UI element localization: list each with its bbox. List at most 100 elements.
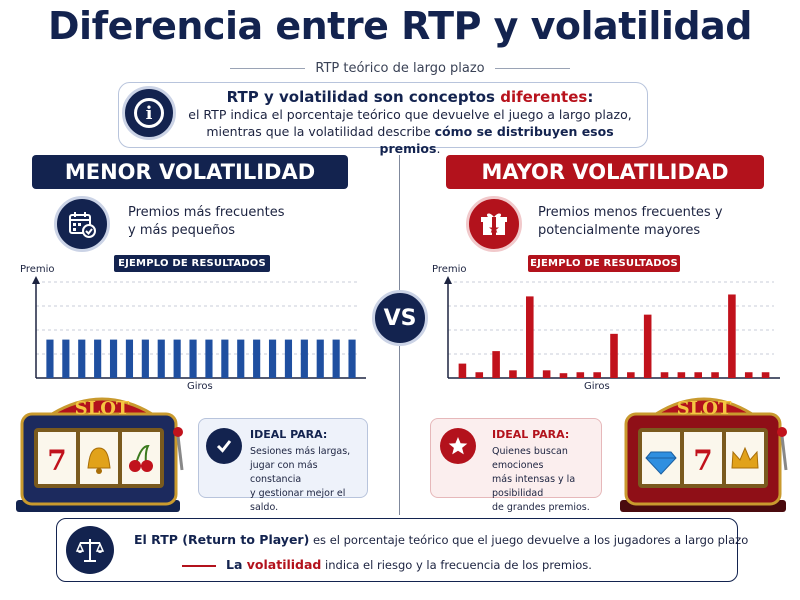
- info-box: [118, 82, 648, 148]
- low-chart-bar: [78, 339, 86, 378]
- low-volatility-chart: [32, 276, 366, 379]
- high-example-label: EJEMPLO DE RESULTADOS: [528, 255, 680, 272]
- high-volatility-banner: MAYOR VOLATILIDAD: [446, 155, 764, 189]
- high-feature-line-2: potencialmente mayores: [538, 223, 701, 238]
- slot-machine-right: SLOT 7: [620, 397, 788, 512]
- high-chart-bar: [492, 351, 500, 378]
- high-chart-bar: [610, 333, 618, 378]
- cherry-icon: [129, 444, 153, 472]
- low-ideal-line-2: jugar con más constancia: [250, 460, 318, 485]
- low-ideal-text: Sesiones más largas, jugar con más const…: [250, 445, 364, 515]
- slot-machine-left: SLOT 7: [16, 397, 184, 512]
- low-feature-text: Premios más frecuentes y más pequeños: [128, 204, 328, 240]
- slot-sign-right: SLOT: [677, 398, 732, 419]
- high-chart-bar: [694, 372, 702, 378]
- info-line-2-start: mientras que la volatilidad describe: [206, 124, 435, 139]
- high-chart-bar: [660, 372, 669, 378]
- bottom-line-1-rest: es el porcentaje teórico que el juego de…: [309, 533, 749, 547]
- bottom-line-2-bold: volatilidad: [246, 557, 322, 572]
- high-chart-bar: [526, 296, 534, 378]
- low-chart-bar: [189, 339, 197, 378]
- seven-icon: 7: [47, 444, 66, 477]
- low-chart-y-arrow: [32, 276, 40, 284]
- low-chart-bar: [125, 339, 134, 378]
- low-ideal-heading: IDEAL PARA:: [250, 428, 328, 441]
- low-chart-bar: [332, 339, 340, 378]
- subtitle-rule-left: [230, 67, 306, 69]
- slot-sign-left: SLOT: [75, 398, 130, 419]
- low-chart-bar: [109, 339, 118, 378]
- high-chart-bar: [542, 370, 551, 378]
- low-chart-bar: [141, 339, 149, 378]
- low-x-axis-label: Giros: [187, 381, 213, 392]
- high-chart-y-arrow: [444, 276, 452, 284]
- high-ideal-line-3: de grandes premios.: [492, 502, 590, 513]
- low-feature-line-2: y más pequeños: [128, 223, 236, 238]
- high-chart-bar: [576, 372, 585, 378]
- subtitle-row: RTP teórico de largo plazo: [230, 58, 571, 78]
- info-heading: RTP y volatilidad son conceptos diferent…: [180, 88, 640, 106]
- high-x-axis-label: Giros: [584, 381, 610, 392]
- bottom-line-1-bold: El RTP (Return to Player): [134, 532, 310, 547]
- info-line-1: el RTP indica el porcentaje teórico que …: [188, 107, 632, 122]
- info-heading-end: :: [587, 88, 594, 106]
- low-chart-bar: [173, 339, 181, 378]
- info-icon: i: [122, 86, 176, 140]
- bottom-line-2: La volatilidad indica el riesgo y la fre…: [226, 557, 592, 572]
- high-chart-bar: [509, 370, 517, 378]
- bottom-line-1: El RTP (Return to Player) es el porcenta…: [134, 532, 748, 547]
- low-volatility-banner: MENOR VOLATILIDAD: [32, 155, 348, 189]
- low-feature-line-1: Premios más frecuentes: [128, 205, 285, 220]
- low-chart-bar: [221, 339, 229, 378]
- seven-icon-right: 7: [693, 444, 712, 477]
- high-chart-bar: [593, 372, 601, 378]
- high-chart-bar: [475, 372, 484, 378]
- bottom-red-dash: [182, 565, 216, 567]
- high-chart-bar: [761, 372, 770, 378]
- low-ideal-line-1: Sesiones más largas,: [250, 446, 351, 457]
- low-chart-bar: [300, 339, 308, 378]
- high-ideal-line-1: Quienes buscan emociones: [492, 446, 568, 471]
- high-chart-bar: [744, 372, 753, 378]
- info-heading-highlight: diferentes: [500, 88, 588, 106]
- high-chart-bar: [728, 294, 736, 378]
- low-chart-bar: [253, 339, 261, 378]
- high-chart-bar: [643, 314, 652, 378]
- high-volatility-chart: [444, 276, 780, 379]
- subtitle: RTP teórico de largo plazo: [315, 60, 485, 76]
- star-circle-icon: [440, 428, 476, 464]
- page-title: Diferencia entre RTP y volatilidad: [48, 4, 752, 48]
- subtitle-rule-right: [494, 67, 571, 69]
- crown-icon: [731, 446, 759, 469]
- low-chart-bar: [62, 339, 70, 378]
- info-line-2: mientras que la volatilidad describe cóm…: [180, 123, 640, 157]
- high-feature-text: Premios menos frecuentes y potencialment…: [538, 204, 758, 240]
- high-y-axis-label: Premio: [432, 264, 467, 275]
- high-chart-bar: [677, 372, 686, 378]
- high-ideal-line-2: más intensas y la posibilidad: [492, 474, 576, 499]
- vs-badge: VS: [372, 290, 428, 346]
- low-ideal-line-3: y gestionar mejor el saldo.: [250, 488, 346, 513]
- bottom-line-2-rest: indica el riesgo y la frecuencia de los …: [321, 558, 592, 572]
- info-line-2-bold: cómo se distribuyen esos premios: [379, 124, 614, 156]
- high-chart-bar: [711, 372, 719, 378]
- diamond-icon: [645, 451, 677, 475]
- low-y-axis-label: Premio: [20, 264, 55, 275]
- low-chart-bar: [284, 339, 293, 378]
- gift-icon: [466, 196, 522, 252]
- bell-icon: [87, 447, 111, 474]
- check-circle-icon: [206, 428, 242, 464]
- low-chart-bar: [348, 339, 356, 378]
- low-chart-bar: [94, 339, 102, 378]
- low-chart-bar: [157, 339, 165, 378]
- high-chart-bar: [627, 372, 635, 378]
- high-ideal-heading: IDEAL PARA:: [492, 428, 570, 441]
- low-chart-bar: [205, 339, 213, 378]
- high-chart-bar: [458, 363, 467, 378]
- info-heading-start: RTP y volatilidad son conceptos: [226, 88, 501, 106]
- calendar-check-icon: [54, 196, 110, 252]
- low-chart-bar: [268, 339, 277, 378]
- scales-icon: [66, 526, 114, 574]
- high-feature-line-1: Premios menos frecuentes y: [538, 205, 723, 220]
- info-text: RTP y volatilidad son conceptos diferent…: [180, 88, 640, 157]
